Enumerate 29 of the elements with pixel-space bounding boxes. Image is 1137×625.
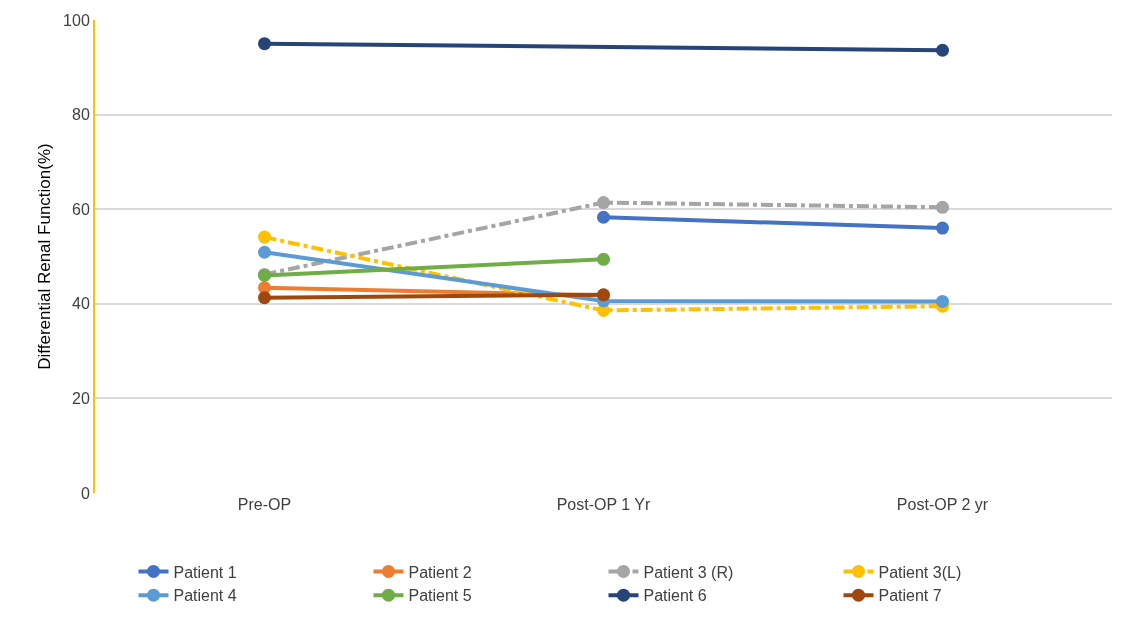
x-tick-label: Pre-OP [237, 496, 292, 513]
legend-label: Patient 7 [878, 587, 942, 605]
point [936, 200, 949, 214]
y-tick-label: 40 [72, 295, 90, 313]
point [258, 245, 271, 259]
point [258, 291, 271, 305]
y-tick-label: 0 [80, 484, 90, 502]
point [597, 252, 610, 266]
point [936, 43, 949, 57]
legend-label: Patient 1 [173, 563, 237, 581]
point [258, 230, 271, 244]
legend-label: Patient 4 [173, 587, 237, 605]
point [936, 221, 949, 235]
point [258, 37, 271, 51]
point [597, 210, 610, 224]
point [936, 294, 949, 308]
y-axis-title: Differential Renal Function(%) [35, 143, 54, 370]
point [597, 196, 610, 210]
legend-label: Patient 3(L) [878, 563, 962, 581]
legend-label: Patient 6 [643, 587, 707, 605]
x-tick-label: Post-OP 1 Yr [556, 496, 652, 513]
y-tick-label: 80 [72, 106, 90, 124]
y-tick-label: 20 [72, 390, 90, 407]
legend-label: Patient 5 [408, 587, 472, 605]
y-tick-label: 60 [72, 200, 90, 218]
legend-label: Patient 2 [408, 563, 472, 581]
legend-label: Patient 3 (R) [643, 563, 734, 581]
y-tick-label: 100 [63, 11, 90, 29]
x-tick-label: Post-OP 2 yr [896, 496, 989, 513]
